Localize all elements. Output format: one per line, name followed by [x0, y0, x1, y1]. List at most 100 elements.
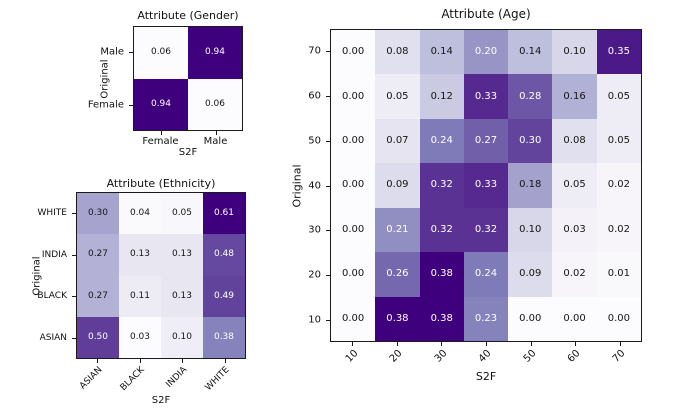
heatmap-cell: 0.14: [419, 30, 464, 75]
ethnicity-heatmap-grid: 0.30 0.04 0.05 0.61 0.27 0.13 0.13 0.48 0.27 0.11…: [76, 192, 246, 359]
heatmap-cell: 0.00: [331, 118, 376, 164]
heatmap-cell: 0.00: [331, 252, 376, 297]
x-tick-mark: [486, 342, 487, 346]
heatmap-cell: 0.38: [419, 252, 464, 297]
heatmap-cell: 0.23: [463, 296, 509, 341]
heatmap-cell: 0.03: [552, 207, 597, 253]
heatmap-cell: 0.00: [331, 296, 376, 341]
y-tick-mark: [326, 51, 330, 53]
heatmap-cell: 0.05: [375, 74, 420, 119]
x-tick-mark: [530, 342, 532, 346]
heatmap-cell: 0.02: [596, 163, 641, 208]
y-tick-label: BLACK: [37, 291, 67, 302]
heatmap-cell: 0.12: [419, 74, 464, 119]
y-tick-mark: [326, 319, 330, 321]
heatmap-cell: 0.00: [331, 30, 376, 75]
heatmap-cell: 0.30: [77, 193, 119, 235]
y-tick-label: 70: [308, 45, 321, 57]
heatmap-cell: 0.00: [331, 207, 376, 253]
heatmap-cell: 0.33: [463, 163, 509, 208]
x-tick-mark: [352, 342, 354, 346]
heatmap-cell: 0.00: [508, 296, 553, 341]
heatmap-cell: 0.38: [203, 316, 245, 358]
y-tick-label: Male: [100, 46, 124, 58]
gender-x-axis-label: S2F: [178, 147, 198, 158]
heatmap-cell: 0.09: [508, 252, 553, 297]
heatmap-cell: 0.07: [375, 118, 420, 164]
heatmap-cell: 0.24: [463, 252, 509, 297]
heatmap-cell: 0.48: [203, 234, 245, 276]
heatmap-cell: 0.10: [508, 207, 553, 253]
y-tick-label: 40: [308, 180, 321, 191]
ethnicity-x-axis-label: S2F: [151, 395, 171, 406]
heatmap-cell: 0.16: [552, 74, 597, 119]
heatmap-cell: 0.01: [596, 252, 641, 297]
heatmap-cell: 0.50: [77, 316, 119, 358]
y-tick-label: 10: [308, 314, 321, 326]
heatmap-cell: 0.10: [552, 30, 597, 75]
heatmap-cell: 0.28: [508, 74, 553, 119]
heatmap-cell: 0.21: [375, 207, 420, 253]
heatmap-cell: 0.02: [596, 207, 641, 253]
heatmap-cell: 0.38: [375, 296, 420, 341]
ethnicity-y-axis-label: Original: [31, 256, 43, 296]
y-tick-mark: [129, 104, 133, 106]
y-tick-mark: [326, 230, 330, 232]
heatmap-cell: 0.26: [375, 252, 420, 297]
heatmap-cell: 0.11: [119, 275, 161, 317]
age-title: Attribute (Age): [441, 7, 531, 21]
x-tick-mark: [575, 342, 577, 346]
x-tick-mark: [224, 359, 226, 363]
y-tick-label: 60: [308, 90, 321, 102]
x-tick-mark: [97, 359, 99, 363]
y-tick-mark: [72, 254, 76, 256]
y-tick-mark: [326, 140, 330, 142]
heatmap-cell: 0.00: [596, 296, 641, 341]
heatmap-cell: 0.14: [508, 30, 553, 75]
heatmap-cell: 0.30: [508, 118, 553, 164]
y-tick-mark: [72, 296, 76, 298]
heatmap-cell: 0.32: [419, 207, 464, 253]
heatmap-cell: 0.18: [508, 163, 553, 208]
heatmap-cell: 0.61: [203, 193, 245, 235]
heatmap-cell: 0.05: [596, 118, 641, 164]
gender-y-axis-label: Original: [99, 59, 111, 99]
x-tick-mark: [139, 359, 141, 363]
heatmap-cell: 0.02: [552, 252, 597, 297]
y-tick-label: INDIA: [41, 249, 67, 260]
heatmap-cell: 0.27: [77, 275, 119, 317]
y-tick-label: WHITE: [37, 207, 67, 218]
heatmap-cell: 0.32: [419, 163, 464, 208]
heatmap-cell: 0.05: [161, 193, 203, 235]
x-tick-mark: [182, 359, 184, 363]
y-tick-label: 20: [308, 269, 321, 281]
heatmap-cell: 0.06: [134, 27, 188, 79]
heatmap-cell: 0.00: [331, 163, 376, 208]
x-tick-label: Female: [142, 136, 179, 147]
heatmap-cell: 0.08: [375, 30, 420, 75]
heatmap-cell: 0.33: [463, 74, 509, 119]
x-tick-mark: [215, 131, 217, 135]
y-tick-label: 30: [308, 224, 321, 236]
heatmap-cell: 0.27: [77, 234, 119, 276]
heatmap-cell: 0.03: [119, 316, 161, 358]
heatmap-cell: 0.20: [463, 30, 509, 75]
x-tick-mark: [619, 342, 621, 346]
heatmap-cell: 0.13: [161, 234, 203, 276]
y-tick-label: 50: [308, 135, 321, 147]
heatmap-cell: 0.00: [552, 296, 597, 341]
gender-heatmap-grid: 0.06 0.94 0.94 0.06: [133, 26, 243, 131]
heatmap-cell: 0.05: [552, 163, 597, 208]
age-x-axis-label: S2F: [475, 370, 497, 383]
x-tick-mark: [441, 342, 443, 346]
heatmap-cell: 0.35: [596, 30, 641, 75]
heatmap-cell: 0.49: [203, 275, 245, 317]
heatmap-cell: 0.05: [596, 74, 641, 119]
heatmap-cell: 0.00: [331, 74, 376, 119]
heatmap-cell: 0.13: [161, 275, 203, 317]
heatmap-cell: 0.38: [419, 296, 464, 341]
heatmap-cell: 0.09: [375, 163, 420, 208]
x-tick-mark: [160, 131, 162, 135]
y-tick-mark: [72, 338, 76, 340]
